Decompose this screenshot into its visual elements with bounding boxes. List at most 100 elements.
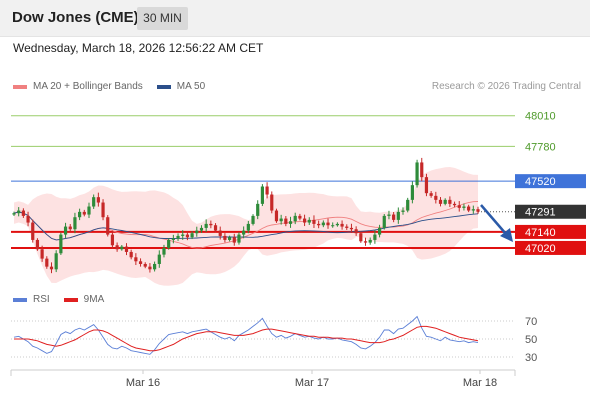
candle-body bbox=[359, 233, 363, 242]
candle-body bbox=[218, 230, 222, 236]
candle-body bbox=[471, 209, 475, 211]
candles bbox=[12, 157, 480, 274]
candle-body bbox=[406, 199, 410, 211]
candle-body bbox=[237, 234, 241, 243]
candle-body bbox=[124, 246, 129, 252]
candle-body bbox=[476, 209, 480, 212]
candle-body bbox=[162, 247, 166, 255]
time-tick-label: Mar 18 bbox=[463, 377, 497, 389]
candle-body bbox=[302, 218, 307, 223]
candle-body bbox=[204, 223, 208, 228]
candle-body bbox=[87, 206, 91, 215]
rsi-line bbox=[13, 315, 479, 355]
interval-button[interactable]: 30 MIN bbox=[137, 7, 188, 30]
price-legend: MA 20 + Bollinger Bands MA 50 bbox=[13, 81, 205, 92]
candle-body bbox=[377, 227, 382, 235]
candle-body bbox=[115, 245, 119, 250]
candle-body bbox=[63, 226, 68, 235]
candle-body bbox=[424, 177, 429, 194]
candle-body bbox=[317, 223, 321, 226]
candle-body bbox=[443, 199, 447, 204]
ma20-legend-label: MA 20 + Bollinger Bands bbox=[33, 81, 143, 92]
candle-body bbox=[307, 219, 311, 223]
candle-body bbox=[457, 205, 461, 208]
candle-body bbox=[270, 194, 274, 211]
candle-body bbox=[246, 223, 250, 231]
time-tick-label: Mar 17 bbox=[295, 377, 329, 389]
ma50-legend-label: MA 50 bbox=[176, 81, 206, 92]
candle-body bbox=[335, 223, 339, 226]
candle-body bbox=[288, 221, 293, 224]
candle-body bbox=[106, 217, 110, 235]
chart-header: Dow Jones (CME) 30 MIN bbox=[0, 0, 590, 37]
ma50-swatch bbox=[156, 84, 171, 89]
candle-body bbox=[82, 211, 86, 215]
candle-body bbox=[171, 238, 175, 240]
candle-body bbox=[345, 226, 349, 228]
candle-body bbox=[101, 202, 105, 218]
candle-body bbox=[35, 239, 40, 250]
candle-body bbox=[31, 222, 35, 240]
forecast-arrow bbox=[480, 204, 513, 242]
candle-body bbox=[209, 223, 213, 226]
candle-body bbox=[467, 206, 471, 211]
candle-body bbox=[429, 193, 433, 196]
candle-body bbox=[40, 249, 44, 259]
candle-body bbox=[143, 263, 147, 267]
candle-body bbox=[199, 227, 204, 231]
level-label-48010: 48010 bbox=[525, 111, 556, 123]
candle-body bbox=[129, 251, 133, 258]
rsi-tick-70: 70 bbox=[525, 316, 537, 328]
candle-body bbox=[274, 210, 279, 222]
candle-body bbox=[260, 186, 265, 204]
ma9-legend-label: 9MA bbox=[83, 294, 105, 305]
level-tag-47520 bbox=[515, 174, 586, 189]
level-label-47020: 47020 bbox=[525, 243, 556, 255]
candle-body bbox=[21, 210, 25, 216]
candle-body bbox=[354, 229, 358, 234]
candle-body bbox=[190, 233, 194, 238]
candle-body bbox=[181, 234, 185, 236]
ma20-swatch bbox=[13, 84, 27, 89]
level-tag-47140 bbox=[515, 224, 586, 239]
candle-body bbox=[363, 241, 368, 243]
price-levels bbox=[11, 115, 515, 249]
candle-body bbox=[78, 211, 82, 218]
candle-body bbox=[410, 185, 414, 200]
candle-body bbox=[349, 227, 354, 230]
candle-body bbox=[120, 246, 124, 250]
candle-body bbox=[96, 197, 100, 203]
forecast-arrow-head bbox=[500, 228, 513, 242]
candle-body bbox=[232, 237, 236, 243]
candle-body bbox=[223, 235, 227, 240]
candle-body bbox=[195, 230, 199, 234]
candle-body bbox=[415, 162, 419, 186]
level-label-47140: 47140 bbox=[525, 227, 556, 239]
candle-body bbox=[434, 195, 438, 200]
rsi-tick-50: 50 bbox=[525, 334, 537, 346]
bollinger-bands bbox=[14, 166, 478, 286]
candle-body bbox=[110, 234, 115, 246]
candle-body bbox=[256, 203, 260, 216]
research-credit: Research © 2026 Trading Central bbox=[431, 81, 581, 92]
candle-body bbox=[59, 234, 63, 254]
candle-body bbox=[157, 254, 161, 264]
candle-body bbox=[242, 230, 246, 235]
candle-body bbox=[321, 222, 325, 226]
candle-body bbox=[167, 239, 171, 248]
candle-body bbox=[49, 266, 54, 270]
candle-body bbox=[12, 213, 16, 215]
level-tag-47291 bbox=[515, 204, 586, 219]
ma9-swatch bbox=[63, 297, 78, 302]
candle-body bbox=[45, 258, 49, 267]
candle-body bbox=[438, 199, 443, 204]
instrument-title: Dow Jones (CME) bbox=[12, 9, 139, 26]
candle-body bbox=[452, 203, 457, 206]
candle-body bbox=[153, 263, 157, 270]
candle-body bbox=[92, 197, 96, 207]
candle-body bbox=[251, 215, 255, 224]
candle-body bbox=[331, 225, 335, 227]
timestamp: Wednesday, March 18, 2026 12:56:22 AM CE… bbox=[13, 41, 264, 55]
candle-body bbox=[387, 214, 391, 216]
